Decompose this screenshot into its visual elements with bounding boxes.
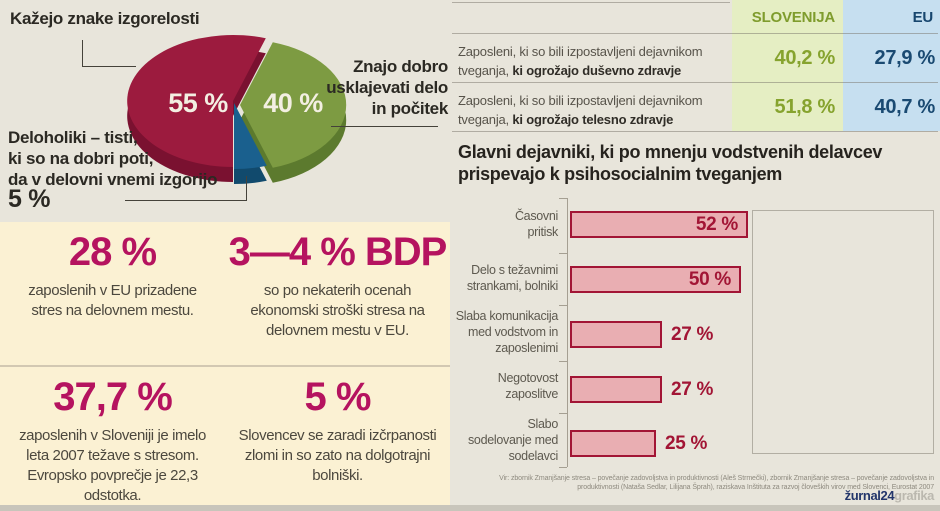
stat-text: so po nekaterih ocenah ekonomski stroški… — [250, 282, 425, 339]
table-divider — [452, 82, 938, 83]
axis-tick — [559, 413, 567, 414]
table-value-eu-physical: 40,7 % — [874, 96, 936, 118]
bar — [570, 321, 662, 348]
bar-chart-title: Glavni dejavniki, ki po mnenju vodstveni… — [458, 142, 883, 184]
table-divider — [452, 33, 938, 34]
stat-number: 3—4 % BDP — [228, 230, 448, 274]
table-header-slovenia: SLOVENIJA — [751, 9, 835, 26]
stats-band-bottom: 37,7 % zaposlenih v Sloveniji je imelo l… — [0, 365, 450, 505]
bar-category-label: Časovni pritisk — [514, 209, 558, 239]
bar — [570, 376, 662, 403]
pie-connector-workaholics — [125, 176, 247, 201]
pie-slice-value-40: 40 % — [263, 88, 323, 118]
bar-value: 25 % — [665, 433, 708, 454]
axis-tick — [559, 305, 567, 306]
pie-slice — [127, 35, 266, 167]
table-row-label-line1: Zaposleni, ki so bili izpostavljeni deja… — [458, 93, 703, 108]
pie-callout-balance-label: Znajo dobro usklajevati delo in počitek — [326, 57, 448, 118]
stat-block-eu-stress: 28 % zaposlenih v EU prizadene stres na … — [0, 222, 225, 365]
pie-svg — [127, 35, 347, 185]
bar-value: 52 % — [695, 214, 738, 235]
logo-grafika: grafika — [894, 488, 934, 503]
stat-block-slovenia-stress: 37,7 % zaposlenih v Sloveniji je imelo l… — [0, 367, 225, 505]
bar-chart-panel — [752, 210, 934, 454]
bar — [570, 430, 656, 457]
table-header-eu: EU — [912, 9, 934, 26]
logo-zurnal24: žurnal24 — [844, 488, 895, 503]
axis-tick — [559, 361, 567, 362]
table-value-slovenia-physical: 51,8 % — [774, 96, 836, 118]
pie-connector-burnout — [82, 40, 136, 67]
stat-text: Slovencev se zaradi izčrpanosti zlomi in… — [238, 427, 437, 484]
pie-callout-workaholics-label: Deloholiki – tisti, ki so na dobri poti,… — [8, 128, 218, 189]
table-row-label-line2: tveganja, ki ogrožajo telesno zdravje — [458, 112, 674, 127]
bar-category-label: Slaba komunikacija med vodstvom in zapos… — [455, 309, 559, 355]
table-divider — [452, 2, 730, 3]
table-row-label-line2: tveganja, ki ogrožajo duševno zdravje — [458, 63, 682, 78]
bar — [570, 211, 748, 238]
stat-number: 28 % — [68, 230, 157, 274]
pie-slice — [240, 42, 347, 168]
table-column-eu-bg — [843, 0, 940, 131]
pie-slice — [234, 103, 267, 170]
stats-band-top: 28 % zaposlenih v EU prizadene stres na … — [0, 222, 450, 365]
stat-block-sick-leave: 5 % Slovencev se zaradi izčrpanosti zlom… — [225, 367, 450, 505]
bar-category-label: Negotovost zaposlitve — [497, 371, 559, 401]
table-divider — [452, 131, 938, 132]
bar-value: 50 % — [688, 269, 731, 290]
pie-slice-value-55: 55 % — [168, 88, 228, 118]
pie-connector-balance — [331, 126, 438, 127]
right-column: SLOVENIJA EU Zaposleni, ki so bili izpos… — [450, 0, 940, 505]
bottom-strip — [0, 505, 940, 511]
bar — [570, 266, 741, 293]
stat-block-bdp-cost: 3—4 % BDP so po nekaterih ocenah ekonoms… — [225, 222, 450, 365]
bar-category-label: Slabo sodelovanje med sodelavci — [467, 417, 558, 463]
bar-category-label: Delo s težavnimi strankami, bolniki — [466, 263, 558, 293]
bar-chart-axis — [567, 198, 568, 467]
table-row-label-line1: Zaposleni, ki so bili izpostavljeni deja… — [458, 44, 703, 59]
table-value-slovenia-mental: 40,2 % — [774, 47, 836, 69]
axis-tick — [559, 467, 567, 468]
axis-tick — [559, 198, 567, 199]
table-column-slovenia-bg — [732, 0, 843, 131]
pie-callout-workaholics-value: 5 % — [8, 185, 51, 213]
publisher-logo: žurnal24grafika — [844, 488, 935, 503]
table-row-label-physical: Zaposleni, ki so bili izpostavljeni deja… — [458, 91, 738, 129]
pie-callout-burnout-label: Kažejo znake izgorelosti — [10, 9, 200, 28]
bar-value: 27 % — [671, 379, 714, 400]
bar-value: 27 % — [671, 324, 714, 345]
stat-text: zaposlenih v Sloveniji je imelo leta 200… — [19, 427, 206, 504]
stat-text: zaposlenih v EU prizadene stres na delov… — [28, 282, 197, 319]
table-value-eu-mental: 27,9 % — [874, 47, 936, 69]
source-note: Vir: zbornik Zmanjšanje stresa – povečan… — [499, 475, 934, 491]
pie-chart-section: Kažejo znake izgorelosti Znajo dobro usk… — [0, 0, 450, 222]
table-row-label-mental: Zaposleni, ki so bili izpostavljeni deja… — [458, 42, 738, 80]
stat-number: 37,7 % — [53, 375, 173, 419]
stat-number: 5 % — [304, 375, 372, 419]
axis-tick — [559, 253, 567, 254]
